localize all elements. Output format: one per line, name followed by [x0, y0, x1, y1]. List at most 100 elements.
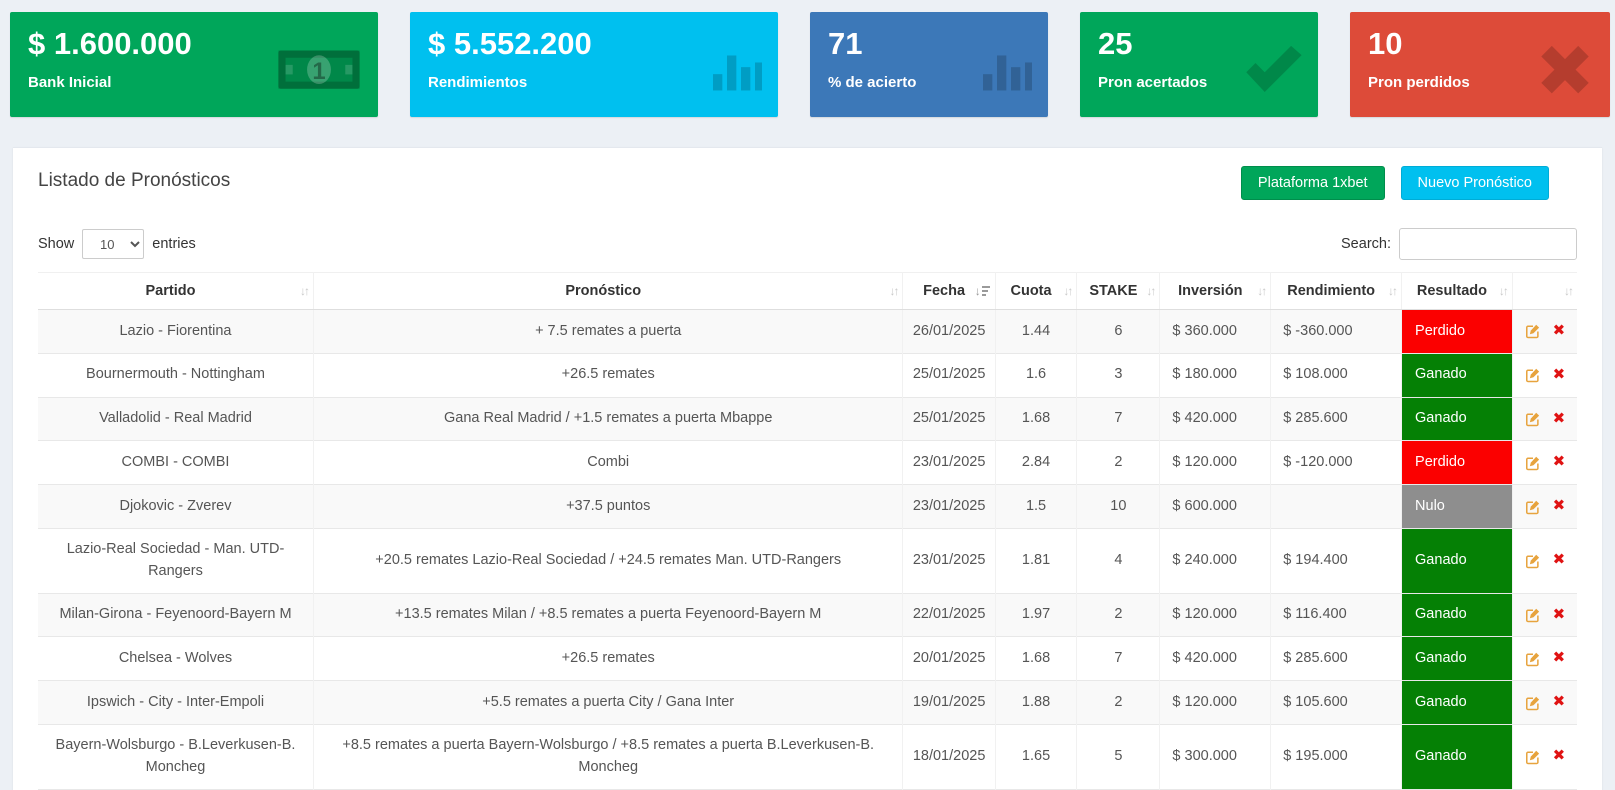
sort-desc-icon: ↓	[975, 284, 990, 298]
table-controls: Show 10 entries Search:	[38, 228, 1577, 260]
edit-icon[interactable]	[1525, 749, 1541, 765]
delete-icon[interactable]: ✖	[1553, 320, 1566, 343]
rendimiento-cell	[1271, 485, 1402, 529]
column-header-pronostico[interactable]: Pronóstico ↓↑	[313, 273, 902, 310]
partido-cell: Lazio - Fiorentina	[38, 310, 313, 354]
delete-icon[interactable]: ✖	[1553, 745, 1566, 768]
sort-icon: ↓↑	[300, 284, 308, 298]
card-pron-perdidos: 10 Pron perdidos	[1350, 12, 1610, 117]
pronostico-cell: +20.5 remates Lazio-Real Sociedad / +24.…	[313, 529, 902, 594]
edit-icon[interactable]	[1525, 553, 1541, 569]
pronostico-cell: Gana Real Madrid / +1.5 remates a puerta…	[313, 397, 902, 441]
fecha-cell: 19/01/2025	[903, 681, 995, 725]
inversion-cell: $ 180.000	[1160, 353, 1271, 397]
resultado-cell: Ganado	[1402, 397, 1513, 441]
actions-cell: ✖	[1512, 681, 1577, 725]
panel-buttons: Plataforma 1xbet Nuevo Pronóstico	[1241, 166, 1589, 200]
card-pron-acertados: 25 Pron acertados	[1080, 12, 1318, 117]
stake-cell: 5	[1077, 725, 1160, 790]
svg-text:1: 1	[312, 58, 325, 85]
column-header-stake[interactable]: STAKE ↓↑	[1077, 273, 1160, 310]
page-title: Listado de Pronósticos	[26, 166, 230, 192]
result-badge: Perdido	[1402, 310, 1512, 353]
card-porcentaje-acierto: 71 % de acierto	[810, 12, 1048, 117]
inversion-cell: $ 120.000	[1160, 593, 1271, 637]
column-header-partido[interactable]: Partido ↓↑	[38, 273, 313, 310]
rendimiento-cell: $ 116.400	[1271, 593, 1402, 637]
edit-icon[interactable]	[1525, 411, 1541, 427]
result-badge: Ganado	[1402, 398, 1512, 441]
partido-cell: Valladolid - Real Madrid	[38, 397, 313, 441]
new-prediction-button[interactable]: Nuevo Pronóstico	[1401, 166, 1549, 200]
partido-cell: Chelsea - Wolves	[38, 637, 313, 681]
edit-icon[interactable]	[1525, 367, 1541, 383]
inversion-cell: $ 360.000	[1160, 310, 1271, 354]
delete-icon[interactable]: ✖	[1553, 549, 1566, 572]
delete-icon[interactable]: ✖	[1553, 647, 1566, 670]
stake-cell: 2	[1077, 593, 1160, 637]
cuota-cell: 1.68	[995, 637, 1077, 681]
stake-cell: 2	[1077, 441, 1160, 485]
edit-icon[interactable]	[1525, 651, 1541, 667]
rendimiento-cell: $ 285.600	[1271, 637, 1402, 681]
pronostico-cell: +5.5 remates a puerta City / Gana Inter	[313, 681, 902, 725]
resultado-cell: Ganado	[1402, 725, 1513, 790]
search-input[interactable]	[1399, 228, 1577, 260]
resultado-cell: Ganado	[1402, 637, 1513, 681]
column-header-inversion[interactable]: Inversión ↓↑	[1160, 273, 1271, 310]
stake-cell: 7	[1077, 637, 1160, 681]
bar-chart-icon	[706, 41, 762, 97]
delete-icon[interactable]: ✖	[1553, 691, 1566, 714]
show-label: Show	[38, 236, 74, 252]
table-row: Milan-Girona - Feyenoord-Bayern M+13.5 r…	[38, 593, 1577, 637]
predictions-table-body: Lazio - Fiorentina+ 7.5 remates a puerta…	[38, 310, 1577, 790]
delete-icon[interactable]: ✖	[1553, 495, 1566, 518]
column-header-actions[interactable]: ↓↑	[1512, 273, 1577, 310]
edit-icon[interactable]	[1525, 607, 1541, 623]
predictions-table: Partido ↓↑ Pronóstico ↓↑ Fecha ↓ C	[38, 272, 1577, 790]
delete-icon[interactable]: ✖	[1553, 451, 1566, 474]
table-row: Bayern-Wolsburgo - B.Leverkusen-B. Monch…	[38, 725, 1577, 790]
delete-icon[interactable]: ✖	[1553, 364, 1566, 387]
stat-cards-row: $ 1.600.000 Bank Inicial 1 $ 5.552.200 R…	[0, 0, 1615, 117]
partido-cell: COMBI - COMBI	[38, 441, 313, 485]
fecha-cell: 22/01/2025	[903, 593, 995, 637]
rendimiento-cell: $ 105.600	[1271, 681, 1402, 725]
pronostico-cell: +13.5 remates Milan / +8.5 remates a pue…	[313, 593, 902, 637]
partido-cell: Milan-Girona - Feyenoord-Bayern M	[38, 593, 313, 637]
pronostico-cell: + 7.5 remates a puerta	[313, 310, 902, 354]
table-header-row: Partido ↓↑ Pronóstico ↓↑ Fecha ↓ C	[38, 273, 1577, 310]
edit-icon[interactable]	[1525, 499, 1541, 515]
cuota-cell: 2.84	[995, 441, 1077, 485]
column-header-fecha[interactable]: Fecha ↓	[903, 273, 995, 310]
delete-icon[interactable]: ✖	[1553, 408, 1566, 431]
edit-icon[interactable]	[1525, 323, 1541, 339]
fecha-cell: 18/01/2025	[903, 725, 995, 790]
rendimiento-cell: $ 285.600	[1271, 397, 1402, 441]
pronostico-cell: +8.5 remates a puerta Bayern-Wolsburgo /…	[313, 725, 902, 790]
result-badge: Ganado	[1402, 529, 1512, 593]
edit-icon[interactable]	[1525, 455, 1541, 471]
delete-icon[interactable]: ✖	[1553, 604, 1566, 627]
pronostico-cell: +26.5 remates	[313, 637, 902, 681]
fecha-cell: 25/01/2025	[903, 353, 995, 397]
card-rendimientos: $ 5.552.200 Rendimientos	[410, 12, 778, 117]
cuota-cell: 1.88	[995, 681, 1077, 725]
column-header-cuota[interactable]: Cuota ↓↑	[995, 273, 1077, 310]
page-length-select[interactable]: 10	[82, 229, 144, 259]
inversion-cell: $ 300.000	[1160, 725, 1271, 790]
cuota-cell: 1.6	[995, 353, 1077, 397]
resultado-cell: Ganado	[1402, 353, 1513, 397]
actions-cell: ✖	[1512, 310, 1577, 354]
stake-cell: 2	[1077, 681, 1160, 725]
platform-1xbet-button[interactable]: Plataforma 1xbet	[1241, 166, 1385, 200]
pronostico-cell: +26.5 remates	[313, 353, 902, 397]
cuota-cell: 1.97	[995, 593, 1077, 637]
sort-icon: ↓↑	[1063, 284, 1071, 298]
result-badge: Ganado	[1402, 637, 1512, 680]
table-row: Lazio-Real Sociedad - Man. UTD-Rangers+2…	[38, 529, 1577, 594]
inversion-cell: $ 420.000	[1160, 397, 1271, 441]
edit-icon[interactable]	[1525, 695, 1541, 711]
column-header-rendimiento[interactable]: Rendimiento ↓↑	[1271, 273, 1402, 310]
column-header-resultado[interactable]: Resultado ↓↑	[1402, 273, 1513, 310]
